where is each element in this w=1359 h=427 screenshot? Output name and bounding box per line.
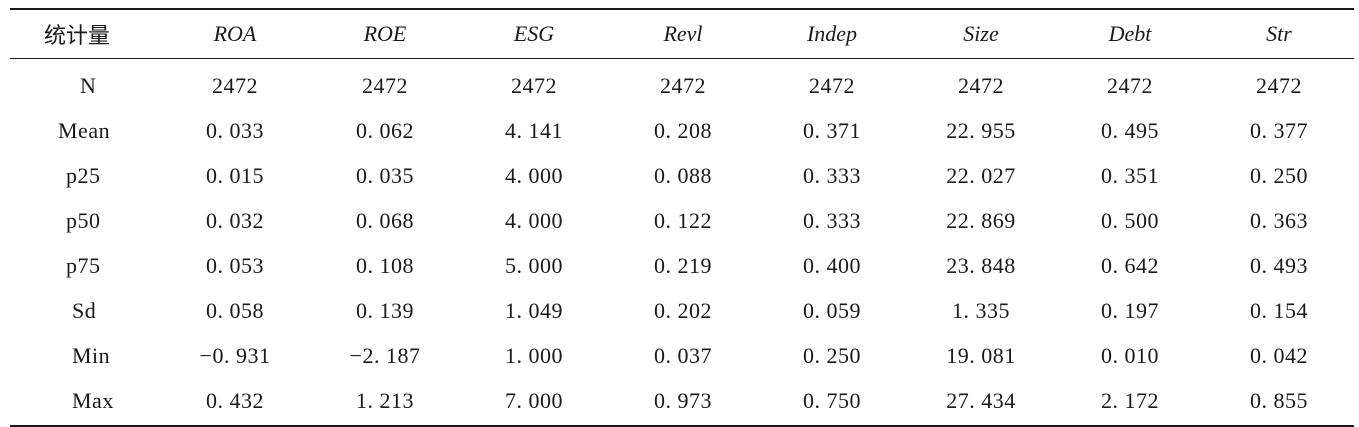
table-cell: 2472: [958, 72, 1004, 98]
table-row: Min −0. 931 −2. 187 1. 000 0. 037 0. 250…: [10, 333, 1354, 378]
table-cell: 0. 750: [803, 387, 861, 413]
table-row: Mean 0. 033 0. 062 4. 141 0. 208 0. 371 …: [10, 108, 1354, 153]
table-cell: −0. 931: [199, 342, 271, 368]
table-cell: 7. 000: [505, 387, 563, 413]
table-body: N 2472 2472 2472 2472 2472 2472 2472 247…: [10, 59, 1354, 426]
row-label-n: N: [80, 72, 97, 98]
table-cell: 0. 062: [356, 117, 414, 143]
table-cell: 0. 363: [1250, 207, 1308, 233]
column-header-revl: Revl: [663, 21, 703, 46]
row-label-p50: p50: [66, 207, 101, 233]
table-cell: 0. 058: [206, 297, 264, 323]
table-cell: 22. 869: [946, 207, 1016, 233]
table-cell: 22. 955: [946, 117, 1016, 143]
row-label-max: Max: [72, 387, 114, 413]
table-cell: 22. 027: [946, 162, 1016, 188]
table-cell: 0. 208: [654, 117, 712, 143]
table-cell: 1. 049: [505, 297, 563, 323]
stat-header-cell: 统计量: [44, 24, 111, 49]
table-cell: 0. 642: [1101, 252, 1159, 278]
table-cell: 0. 250: [803, 342, 861, 368]
table-cell: 0. 154: [1250, 297, 1308, 323]
table-cell: 0. 053: [206, 252, 264, 278]
table-cell: 4. 000: [505, 207, 563, 233]
table-cell: 2. 172: [1101, 387, 1159, 413]
column-header-indep: Indep: [806, 21, 858, 46]
table-cell: 4. 141: [505, 117, 563, 143]
table-cell: 2472: [1256, 72, 1302, 98]
table-row: p25 0. 015 0. 035 4. 000 0. 088 0. 333 2…: [10, 153, 1354, 198]
table-cell: 0. 010: [1101, 342, 1159, 368]
table-cell: 5. 000: [505, 252, 563, 278]
table-cell: −2. 187: [349, 342, 421, 368]
table-cell: 1. 213: [356, 387, 414, 413]
table-cell: 2472: [660, 72, 706, 98]
table-cell: 0. 219: [654, 252, 712, 278]
table-cell: 0. 333: [803, 207, 861, 233]
descriptive-statistics-table: 统计量 ROA ROE ESG Revl Indep Size Debt Str…: [10, 8, 1354, 427]
table-cell: 0. 371: [803, 117, 861, 143]
column-header-roe: ROE: [363, 21, 407, 46]
table-cell: 0. 493: [1250, 252, 1308, 278]
column-header-str: Str: [1266, 21, 1292, 46]
table-row: p50 0. 032 0. 068 4. 000 0. 122 0. 333 2…: [10, 198, 1354, 243]
table-cell: 0. 400: [803, 252, 861, 278]
table-header: 统计量 ROA ROE ESG Revl Indep Size Debt Str: [10, 9, 1354, 59]
row-label-sd: Sd: [72, 297, 97, 323]
table-cell: 0. 088: [654, 162, 712, 188]
table-cell: 0. 139: [356, 297, 414, 323]
table-cell: 27. 434: [946, 387, 1016, 413]
table-row: N 2472 2472 2472 2472 2472 2472 2472 247…: [10, 59, 1354, 109]
header-row: 统计量 ROA ROE ESG Revl Indep Size Debt Str: [10, 9, 1354, 59]
table-cell: 23. 848: [946, 252, 1016, 278]
table-cell: 0. 042: [1250, 342, 1308, 368]
table-cell: 0. 122: [654, 207, 712, 233]
table-cell: 2472: [1107, 72, 1153, 98]
column-header-esg: ESG: [513, 21, 555, 46]
table-cell: 0. 202: [654, 297, 712, 323]
table-cell: 2472: [809, 72, 855, 98]
row-label-p25: p25: [66, 162, 101, 188]
table-row: p75 0. 053 0. 108 5. 000 0. 219 0. 400 2…: [10, 243, 1354, 288]
table-cell: 0. 033: [206, 117, 264, 143]
table-cell: 0. 035: [356, 162, 414, 188]
table-cell: 19. 081: [946, 342, 1016, 368]
table-cell: 4. 000: [505, 162, 563, 188]
table-cell: 0. 068: [356, 207, 414, 233]
table-cell: 2472: [511, 72, 557, 98]
row-label-mean: Mean: [58, 117, 111, 143]
table-cell: 1. 000: [505, 342, 563, 368]
table-cell: 0. 032: [206, 207, 264, 233]
table-cell: 0. 250: [1250, 162, 1308, 188]
column-header-roa: ROA: [213, 21, 257, 46]
row-label-p75: p75: [66, 252, 101, 278]
table-cell: 0. 351: [1101, 162, 1159, 188]
table-cell: 0. 377: [1250, 117, 1308, 143]
table-cell: 2472: [212, 72, 258, 98]
table-row: Max 0. 432 1. 213 7. 000 0. 973 0. 750 2…: [10, 378, 1354, 426]
table-cell: 0. 108: [356, 252, 414, 278]
table-cell: 0. 197: [1101, 297, 1159, 323]
table-cell: 0. 015: [206, 162, 264, 188]
table-cell: 0. 037: [654, 342, 712, 368]
column-header-size: Size: [963, 21, 999, 46]
table-cell: 0. 500: [1101, 207, 1159, 233]
table-cell: 0. 973: [654, 387, 712, 413]
table-cell: 0. 855: [1250, 387, 1308, 413]
table-cell: 0. 333: [803, 162, 861, 188]
column-header-debt: Debt: [1108, 21, 1152, 46]
table-cell: 0. 495: [1101, 117, 1159, 143]
table-row: Sd 0. 058 0. 139 1. 049 0. 202 0. 059 1.…: [10, 288, 1354, 333]
table-cell: 1. 335: [952, 297, 1010, 323]
table-cell: 0. 059: [803, 297, 861, 323]
table-cell: 2472: [362, 72, 408, 98]
row-label-min: Min: [72, 342, 111, 368]
table-cell: 0. 432: [206, 387, 264, 413]
